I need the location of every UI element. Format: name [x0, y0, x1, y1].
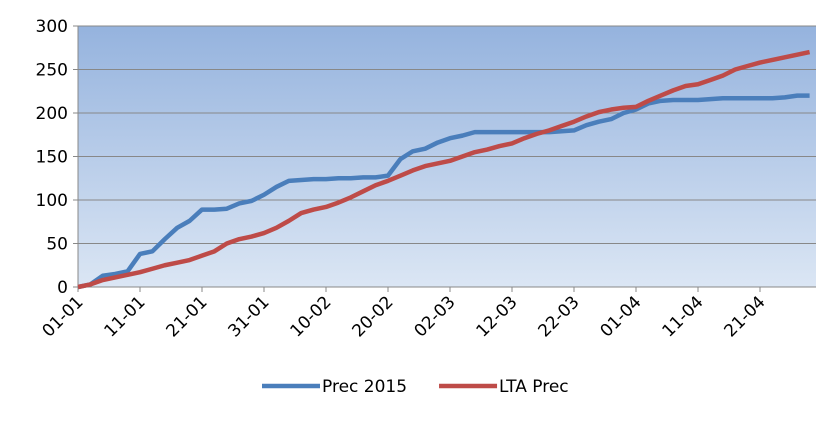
line	[77, 49, 811, 290]
x-tick-label: 31-01	[224, 292, 273, 341]
x-tick-label: 22-03	[534, 292, 583, 341]
x-tick-label: 02-03	[410, 292, 459, 341]
x-tick-label: 12-03	[472, 292, 521, 341]
y-tick-label: 150	[36, 148, 68, 168]
y-tick-label: 200	[36, 104, 68, 124]
y-tick-label: 100	[36, 191, 68, 211]
y-tick-label: 250	[36, 61, 68, 81]
x-tick-label: 11-01	[100, 292, 149, 341]
legend-label: Prec 2015	[322, 377, 407, 397]
legend-label: LTA Prec	[499, 377, 569, 397]
x-tick-label: 11-04	[658, 292, 707, 341]
line	[77, 93, 810, 290]
x-tick-label: 01-01	[38, 292, 87, 341]
x-tick-label: 01-04	[596, 292, 645, 341]
x-tick-label: 10-02	[286, 292, 335, 341]
y-tick-label: 0	[57, 278, 68, 298]
x-tick-label: 21-01	[162, 292, 211, 341]
x-tick-label: 20-02	[348, 292, 397, 341]
x-tick-label: 21-04	[720, 292, 769, 341]
y-tick-label: 50	[46, 235, 68, 255]
y-tick-label: 300	[36, 17, 68, 37]
